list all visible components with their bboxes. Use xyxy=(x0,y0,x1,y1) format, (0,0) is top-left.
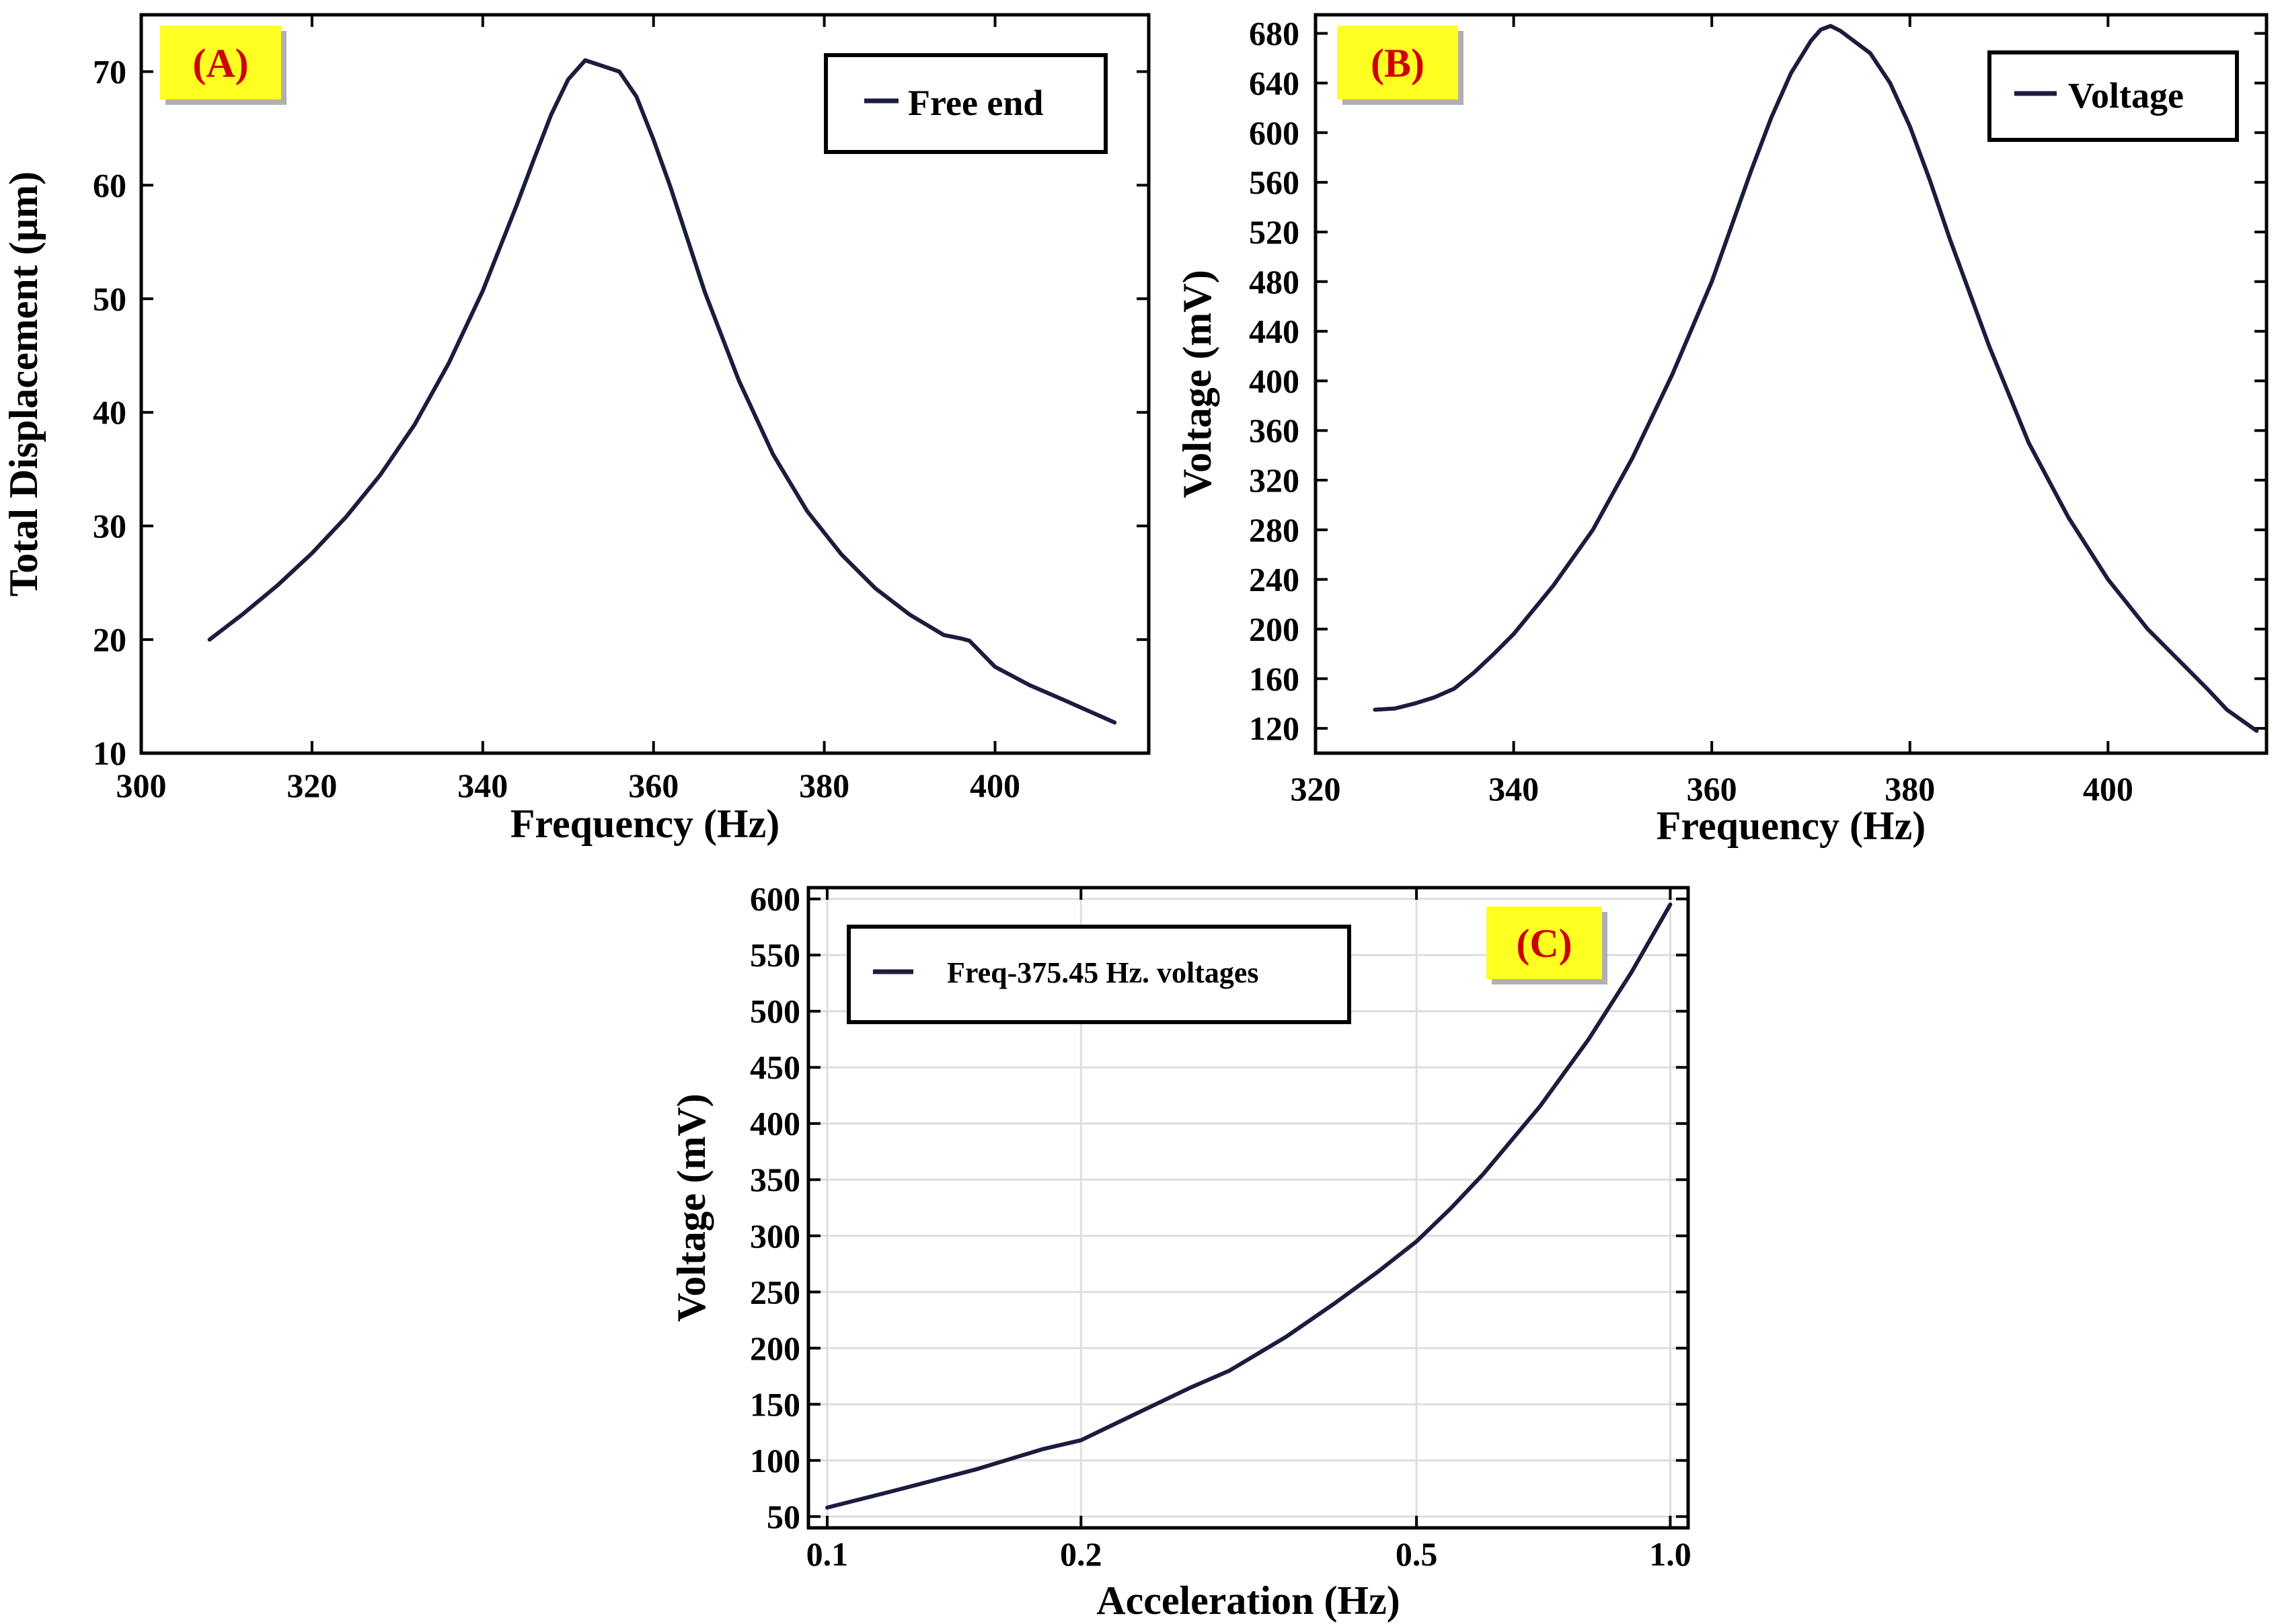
y-tick-label: 160 xyxy=(1249,660,1299,697)
y-tick-label: 350 xyxy=(750,1161,800,1198)
plot-frame xyxy=(139,13,1151,755)
y-tick-label: 520 xyxy=(1249,213,1299,251)
y-tick-label: 320 xyxy=(1249,461,1299,499)
legend-label: Free end xyxy=(908,83,1043,123)
panel-label: (C) xyxy=(1516,921,1572,966)
y-axis: 120 160 200 240 280 320 360 400 440 480 520 560 600 6… xyxy=(1249,15,2267,747)
x-tick-label: 360 xyxy=(1687,770,1737,808)
series-line-1 xyxy=(1373,24,2259,733)
panel-label-badge: (C) xyxy=(1486,906,1607,984)
legend: Free end xyxy=(824,53,1108,154)
y-axis: 10 20 30 40 50 60 70 xyxy=(93,52,1149,772)
y-tick-label: 480 xyxy=(1249,263,1299,301)
y-tick-label: 400 xyxy=(1249,362,1299,399)
y-tick-label: 20 xyxy=(93,621,126,658)
charts: 300 320 340 360 380 400 10 20 30 40 50 60 70 Frequenc… xyxy=(1,13,2269,1623)
legend-label: Voltage xyxy=(2068,75,2184,116)
y-tick-label: 200 xyxy=(750,1329,800,1367)
series-line-1 xyxy=(207,58,1117,725)
x-tick-label: 400 xyxy=(2083,770,2133,808)
y-tick-label: 10 xyxy=(93,734,126,772)
y-tick-label: 440 xyxy=(1249,313,1299,350)
plot-frame xyxy=(1314,13,2269,755)
badge-fill xyxy=(160,26,281,100)
y-tick-label: 280 xyxy=(1249,511,1299,549)
y-tick-label: 120 xyxy=(1249,709,1299,747)
x-tick-label: 380 xyxy=(799,767,849,804)
y-tick-label: 680 xyxy=(1249,15,1299,52)
legend-box xyxy=(824,53,1108,154)
chart-panel-b: 320 340 360 380 400 120 160 200 240 280 320 360 400 4… xyxy=(1175,13,2269,848)
panel-label: (A) xyxy=(192,41,248,85)
y-tick-label: 50 xyxy=(767,1498,800,1535)
y-tick-label: 450 xyxy=(750,1048,800,1086)
y-tick-label: 550 xyxy=(750,936,800,974)
x-tick-label: 340 xyxy=(1488,770,1539,808)
badge-fill xyxy=(1486,906,1602,979)
x-tick-label: 340 xyxy=(457,767,508,804)
x-axis: 0.1 0.2 0.5 1.0 xyxy=(806,888,1691,1573)
legend-box xyxy=(1987,50,2239,142)
y-tick-label: 70 xyxy=(93,52,126,90)
badge-fill xyxy=(1337,26,1458,100)
y-tick-label: 240 xyxy=(1249,561,1299,598)
y-axis: 50 100 150 200 250 300 350 400 450 500 550 600 xyxy=(750,880,1688,1535)
x-axis: 300 320 340 360 380 400 xyxy=(116,15,1020,804)
y-tick-label: 500 xyxy=(750,993,800,1030)
y-tick-label: 560 xyxy=(1249,163,1299,201)
plot-frame xyxy=(806,886,1690,1530)
x-tick-label: 380 xyxy=(1885,770,1935,808)
x-axis-title: Frequency (Hz) xyxy=(510,802,779,846)
x-tick-label: 320 xyxy=(287,767,337,804)
y-tick-label: 250 xyxy=(750,1273,800,1311)
y-tick-label: 40 xyxy=(93,393,126,431)
x-tick-label: 0.5 xyxy=(1396,1535,1438,1573)
y-axis-title: Voltage (mV) xyxy=(1175,270,1219,498)
grid xyxy=(808,888,1688,1528)
y-tick-label: 50 xyxy=(93,280,126,317)
y-axis-title: Voltage (mV) xyxy=(669,1093,714,1321)
legend-box xyxy=(847,925,1351,1024)
legend: Freq-375.45 Hz. voltages xyxy=(847,925,1351,1024)
panel-label-badge: (A) xyxy=(160,26,287,105)
y-tick-label: 60 xyxy=(93,166,126,204)
panel-label-badge: (B) xyxy=(1337,26,1463,105)
y-tick-label: 400 xyxy=(750,1105,800,1143)
x-tick-label: 300 xyxy=(116,767,167,804)
y-tick-label: 100 xyxy=(750,1442,800,1479)
panel-label: (B) xyxy=(1371,41,1424,85)
y-tick-label: 150 xyxy=(750,1385,800,1423)
y-tick-label: 360 xyxy=(1249,412,1299,449)
y-tick-label: 640 xyxy=(1249,64,1299,102)
x-axis: 320 340 360 380 400 xyxy=(1291,15,2133,808)
x-axis-title: Acceleration (Hz) xyxy=(1096,1578,1400,1623)
y-tick-label: 200 xyxy=(1249,610,1299,648)
y-tick-label: 600 xyxy=(750,880,800,918)
legend-label: Freq-375.45 Hz. voltages xyxy=(947,956,1259,989)
x-tick-label: 320 xyxy=(1291,770,1341,808)
series-line-1 xyxy=(825,902,1673,1510)
x-tick-label: 1.0 xyxy=(1649,1535,1691,1573)
legend: Voltage xyxy=(1987,50,2239,142)
x-axis-title: Frequency (Hz) xyxy=(1657,804,1926,848)
x-tick-label: 0.1 xyxy=(806,1535,849,1573)
chart-panel-c: 0.1 0.2 0.5 1.05010015020025030035040045050… xyxy=(669,880,1691,1623)
y-tick-label: 600 xyxy=(1249,114,1299,151)
chart-panel-a: 300 320 340 360 380 400 10 20 30 40 50 60 70 Frequenc… xyxy=(1,13,1151,846)
y-axis-title: Total Displacement (µm) xyxy=(1,171,46,596)
y-tick-label: 30 xyxy=(93,507,126,545)
y-tick-label: 300 xyxy=(750,1217,800,1255)
x-tick-label: 0.2 xyxy=(1060,1535,1102,1573)
x-tick-label: 360 xyxy=(628,767,679,804)
x-tick-label: 400 xyxy=(970,767,1020,804)
